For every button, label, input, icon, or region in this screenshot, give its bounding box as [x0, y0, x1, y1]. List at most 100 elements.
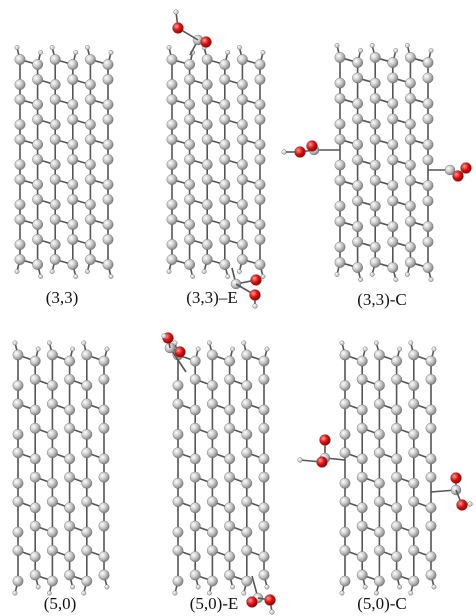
carbon: [352, 237, 362, 247]
carbon: [340, 380, 350, 390]
carbon: [50, 54, 60, 64]
carbon: [237, 134, 247, 144]
carbon: [50, 159, 60, 169]
hydrogen: [397, 585, 401, 589]
carbon: [423, 221, 433, 231]
carbon: [352, 73, 362, 83]
hydrogen: [82, 591, 86, 595]
hydrogen: [265, 585, 269, 589]
hydrogen: [196, 585, 200, 589]
carbon: [335, 216, 345, 226]
carbon: [190, 374, 200, 384]
carbon: [68, 59, 78, 69]
carbon: [47, 448, 57, 458]
hydrogen: [109, 274, 113, 278]
carbon: [47, 429, 57, 439]
hydrogen: [15, 45, 19, 49]
hydrogen: [409, 341, 413, 345]
hydrogen: [50, 45, 54, 49]
carbon: [255, 154, 265, 164]
carbon: [99, 521, 109, 531]
hydrogen: [394, 48, 398, 52]
carbon: [352, 57, 362, 67]
carbon: [190, 570, 200, 580]
carbon: [340, 429, 350, 439]
carbon: [255, 234, 265, 244]
carbon: [409, 448, 419, 458]
carbon: [68, 114, 78, 124]
carbon: [68, 259, 78, 269]
carbon: [50, 134, 60, 144]
carbon: [357, 374, 367, 384]
carbon: [85, 214, 95, 224]
carbon: [202, 214, 212, 224]
carbon: [99, 503, 109, 513]
carbon: [237, 119, 247, 129]
carbon: [202, 94, 212, 104]
carbon: [259, 374, 269, 384]
carbon: [103, 59, 113, 69]
carbon: [242, 496, 252, 506]
carbon: [50, 239, 60, 249]
hydrogen: [105, 347, 109, 351]
carbon: [184, 74, 194, 84]
hydrogen: [429, 48, 433, 52]
carbon: [15, 199, 25, 209]
carbon: [82, 496, 92, 506]
carbon: [220, 219, 230, 229]
carbon: [237, 94, 247, 104]
carbon: [259, 405, 269, 415]
carbon: [423, 196, 433, 206]
carbon: [173, 380, 183, 390]
carbon: [388, 196, 398, 206]
carbon: [340, 478, 350, 488]
carbon: [370, 201, 380, 211]
hydrogen: [196, 347, 200, 351]
hydrogen: [335, 43, 339, 47]
carbon: [47, 380, 57, 390]
hydrogen: [13, 591, 17, 595]
carbon: [391, 503, 401, 513]
carbon: [202, 254, 212, 264]
carbon: [370, 78, 380, 88]
hydrogen: [47, 341, 51, 345]
carbon: [30, 454, 40, 464]
hydrogen: [429, 277, 433, 281]
carbon: [173, 399, 183, 409]
carbon: [388, 237, 398, 247]
carbon: [50, 174, 60, 184]
carbon: [13, 350, 23, 360]
carbon: [352, 262, 362, 272]
hydrogen: [335, 272, 339, 276]
carbon: [405, 134, 415, 144]
carbon: [64, 503, 74, 513]
carbon: [13, 545, 23, 555]
carbon: [173, 429, 183, 439]
hydrogen: [85, 269, 89, 273]
carbon: [202, 79, 212, 89]
carbon: [50, 199, 60, 209]
carbon: [388, 73, 398, 83]
carbon: [391, 570, 401, 580]
carbon: [190, 454, 200, 464]
carbon: [352, 221, 362, 231]
carbon: [47, 399, 57, 409]
carbon: [190, 423, 200, 433]
hydrogen: [173, 591, 177, 595]
carbon: [32, 154, 42, 164]
carbon: [374, 399, 384, 409]
carbon: [224, 423, 234, 433]
carbon: [352, 155, 362, 165]
carbon: [64, 423, 74, 433]
hydrogen: [70, 347, 74, 351]
carbon: [220, 99, 230, 109]
carbon: [184, 194, 194, 204]
carbon: [167, 254, 177, 264]
hydrogen: [70, 585, 74, 589]
carbon: [220, 234, 230, 244]
carbon: [82, 478, 92, 488]
carbon: [173, 527, 183, 537]
carbon: [207, 496, 217, 506]
carbon: [190, 551, 200, 561]
carbon: [68, 219, 78, 229]
